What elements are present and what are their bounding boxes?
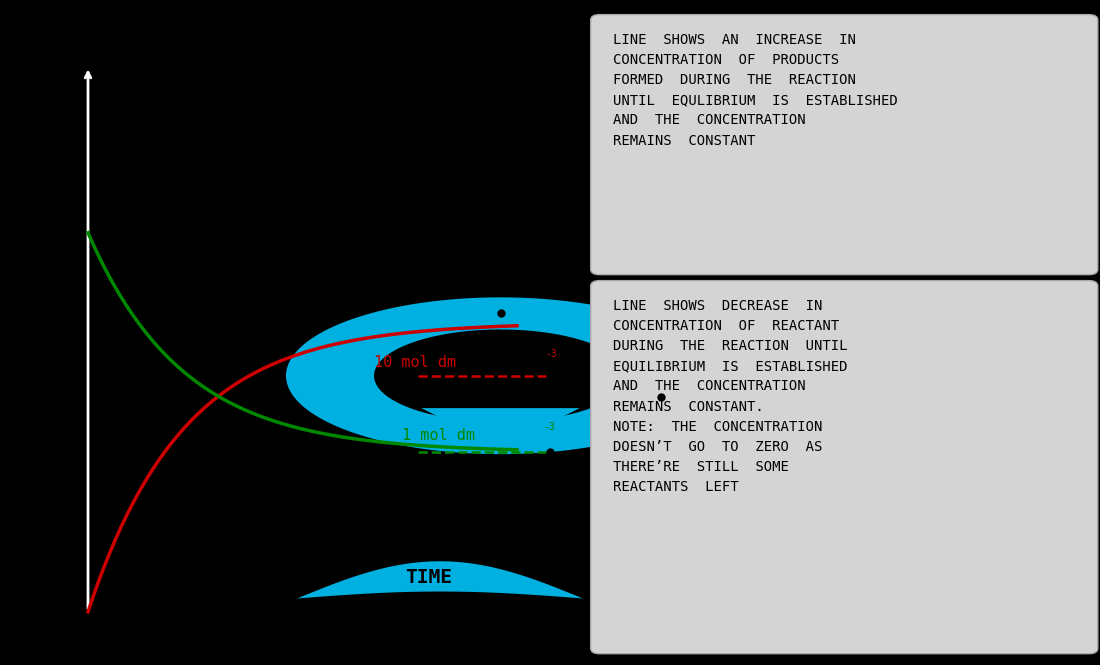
Text: -3: -3 [546, 348, 558, 359]
FancyBboxPatch shape [591, 15, 1098, 275]
Polygon shape [421, 408, 580, 448]
Text: 10 mol dm: 10 mol dm [374, 355, 456, 370]
Text: LINE  SHOWS  AN  INCREASE  IN
CONCENTRATION  OF  PRODUCTS
FORMED  DURING  THE  R: LINE SHOWS AN INCREASE IN CONCENTRATION … [613, 33, 898, 148]
FancyBboxPatch shape [591, 281, 1098, 654]
Polygon shape [286, 297, 715, 454]
Polygon shape [297, 561, 605, 598]
Text: 1 mol dm: 1 mol dm [402, 428, 474, 443]
Text: -3: -3 [543, 422, 556, 432]
Text: TIME: TIME [406, 568, 452, 587]
Text: LINE  SHOWS  DECREASE  IN
CONCENTRATION  OF  REACTANT
DURING  THE  REACTION  UNT: LINE SHOWS DECREASE IN CONCENTRATION OF … [613, 299, 847, 493]
